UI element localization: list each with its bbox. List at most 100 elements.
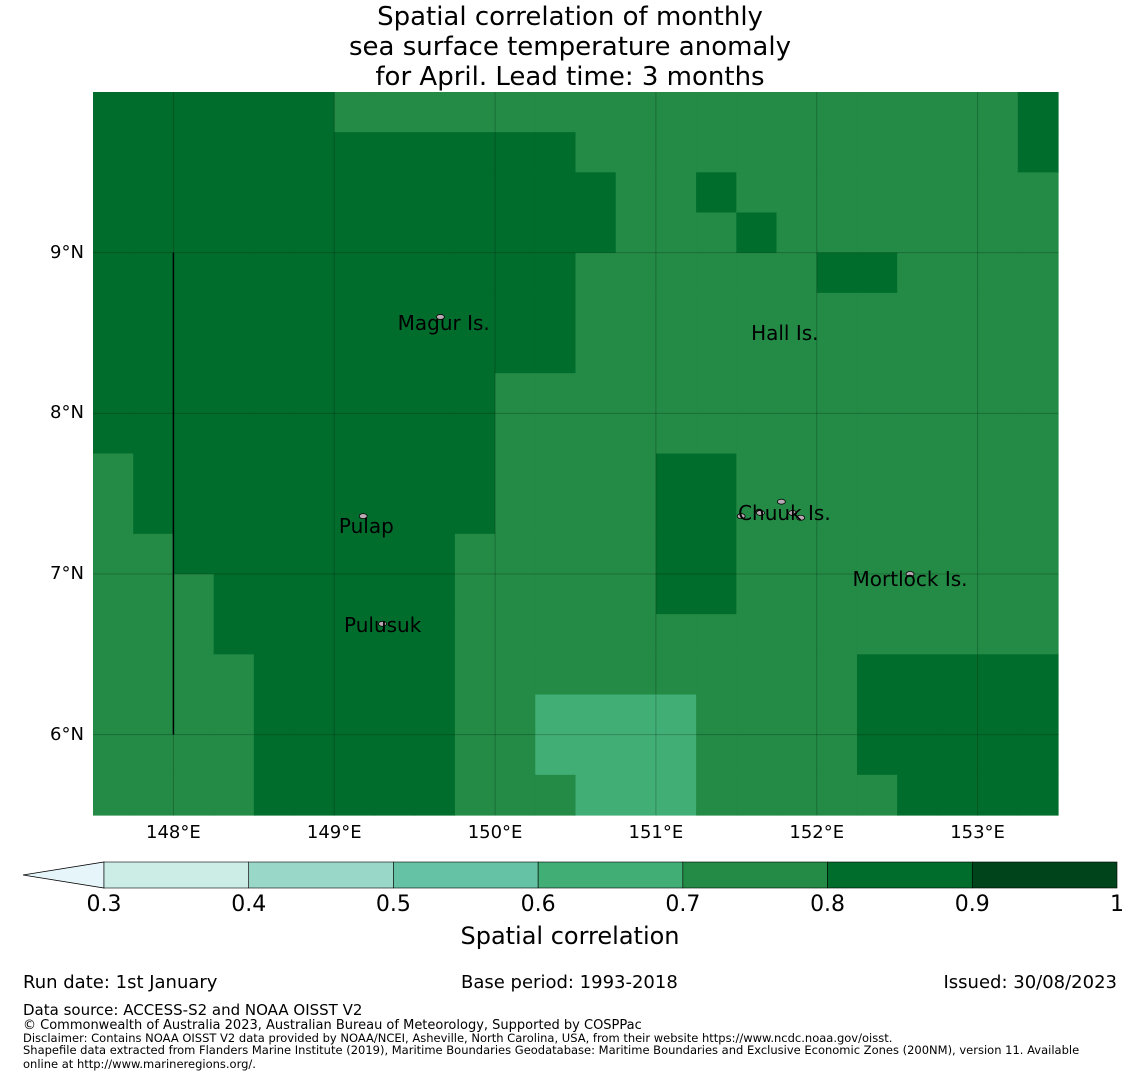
grid-cell (1017, 413, 1059, 455)
grid-cell (776, 413, 818, 455)
grid-cell (93, 654, 134, 696)
grid-cell (977, 654, 1019, 696)
title-line-1: Spatial correlation of monthly (377, 2, 763, 32)
grid-cell (414, 333, 456, 374)
correlation-map[interactable] (0, 0, 1140, 830)
grid-cell (816, 373, 858, 414)
grid-cell (1017, 373, 1059, 414)
grid-cell (414, 574, 456, 615)
grid-cell (495, 774, 536, 816)
grid-cell (696, 774, 737, 816)
grid-cell (776, 694, 818, 736)
grid-cell (575, 453, 617, 495)
grid-cell (93, 453, 134, 495)
grid-cell (655, 614, 697, 655)
grid-cell (374, 493, 416, 535)
grid-cell (937, 453, 979, 495)
grid-cell (1017, 533, 1059, 575)
grid-cell (294, 774, 335, 816)
grid-cell (93, 493, 134, 535)
grid-cell (977, 574, 1019, 615)
grid-cell (495, 654, 536, 696)
grid-cell (294, 734, 335, 776)
grid-cell (213, 533, 255, 575)
disclaimer: Disclaimer: Contains NOAA OISST V2 data … (23, 1031, 893, 1045)
copyright: © Commonwealth of Australia 2023, Austra… (23, 1018, 642, 1033)
grid-cell (897, 694, 938, 736)
grid-cell (655, 252, 697, 294)
grid-cell (816, 172, 858, 214)
grid-cell (334, 574, 376, 615)
colorbar-label: Spatial correlation (460, 922, 680, 950)
grid-cell (615, 212, 657, 254)
grid-cell (816, 333, 858, 374)
grid-cell (535, 172, 577, 214)
grid-cell (897, 654, 938, 696)
grid-cell (776, 92, 818, 133)
grid-cell (173, 333, 215, 374)
grid-cell (977, 453, 1019, 495)
grid-cell (454, 453, 496, 495)
grid-cell (937, 533, 979, 575)
colorbar-bin (827, 861, 973, 889)
grid-cell (736, 694, 778, 736)
grid-cell (575, 734, 617, 776)
grid-cell (173, 493, 215, 535)
grid-cell (816, 774, 858, 816)
longitude-label: 149°E (306, 822, 362, 843)
grid-cell (776, 614, 818, 655)
grid-cell (575, 292, 617, 334)
grid-cell (816, 212, 858, 254)
grid-cell (213, 654, 255, 696)
place-label: Pulusuk (344, 613, 422, 638)
grid-cell (454, 132, 496, 173)
grid-cell (133, 92, 175, 133)
grid-cell (213, 373, 255, 414)
grid-cell (294, 654, 335, 696)
grid-cell (414, 212, 456, 254)
grid-cell (977, 292, 1019, 334)
latitude-label: 6°N (50, 723, 84, 745)
grid-cell (133, 252, 175, 294)
grid-cell (816, 574, 858, 615)
grid-cell (213, 774, 255, 816)
grid-cell (93, 694, 134, 736)
grid-cell (696, 574, 737, 615)
grid-cell (856, 333, 898, 374)
grid-cell (213, 493, 255, 535)
grid-cell (1017, 654, 1059, 696)
grid-cell (454, 694, 496, 736)
grid-cell (736, 774, 778, 816)
grid-cell (575, 493, 617, 535)
grid-cell (374, 574, 416, 615)
grid-cell (615, 774, 657, 816)
grid-cell (937, 333, 979, 374)
grid-cell (897, 212, 938, 254)
grid-cell (977, 614, 1019, 655)
grid-cell (374, 533, 416, 575)
grid-cell (856, 654, 898, 696)
grid-cell (856, 734, 898, 776)
longitude-label: 150°E (467, 822, 523, 843)
colorbar-bin (393, 861, 539, 889)
grid-cell (736, 654, 778, 696)
grid-cell (253, 453, 295, 495)
grid-cell (535, 493, 577, 535)
grid-cell (856, 92, 898, 133)
island-shape (435, 314, 445, 320)
grid-cell (454, 614, 496, 655)
grid-cell (575, 654, 617, 696)
grid-cell (655, 654, 697, 696)
issued-date: Issued: 30/08/2023 (943, 972, 1117, 993)
grid-cell (535, 734, 577, 776)
place-label: Magur Is. (397, 311, 490, 336)
grid-cell (334, 413, 376, 455)
grid-cell (937, 614, 979, 655)
grid-cell (897, 92, 938, 133)
grid-cell (615, 533, 657, 575)
grid-cell (816, 493, 858, 535)
grid-cell (696, 172, 737, 214)
grid-cell (575, 774, 617, 816)
colorbar-tick-label: 0.4 (231, 892, 267, 917)
grid-cell (575, 614, 617, 655)
